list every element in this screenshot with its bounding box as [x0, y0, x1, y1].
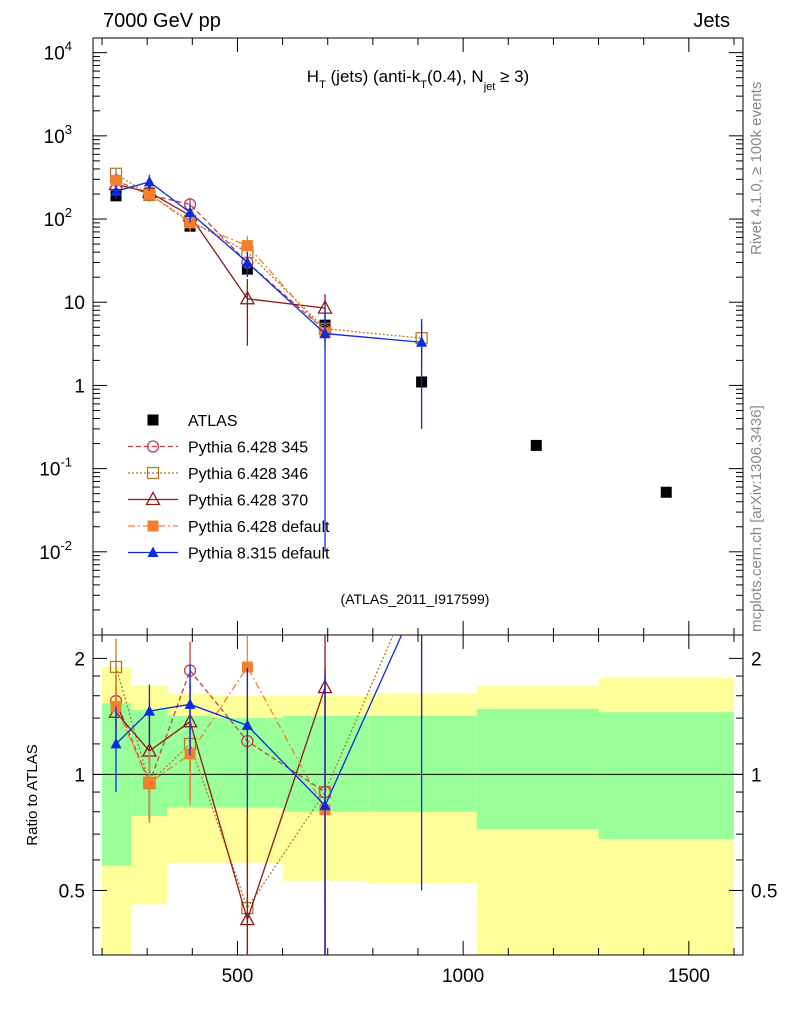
legend-label-pythia-6-428-345: Pythia 6.428 345 [188, 440, 308, 457]
legend: ATLAS Pythia 6.428 345 Pythia 6.428 346 Pyt… [128, 413, 330, 563]
legend-label-pythia-6-428-346: Pythia 6.428 346 [188, 466, 308, 483]
y-tick-label-main: 1 [74, 376, 85, 397]
point-atlas [660, 486, 672, 498]
legend-marker-pythia-8-315-default [147, 546, 159, 557]
ratio-point-pythia-8-315-default [184, 698, 196, 709]
title-jet-sub: jet [483, 81, 496, 93]
title-jets: (jets) (anti-k [326, 67, 421, 86]
legend-label-pythia-6-428-370: Pythia 6.428 370 [188, 493, 308, 510]
point-pythia-8-315-default [319, 327, 331, 339]
y-tick-label-main: 10-1 [39, 455, 72, 481]
point-pythia-6-428-default [143, 188, 155, 200]
ratio-line-pythia-6-428-default [115, 665, 326, 811]
point-pythia-8-315-default [184, 206, 196, 217]
y-tick-label-ratio-right: 1 [751, 765, 762, 786]
legend-marker-atlas [147, 414, 159, 426]
point-pythia-6-428-default [110, 175, 122, 187]
legend-marker-pythia-6-428-345 [146, 440, 160, 453]
header-right: Jets [693, 10, 730, 32]
x-tick-label: 1500 [668, 966, 710, 987]
ratio-line-pythia-8-315-default [115, 635, 403, 807]
y-tick-label-main: 102 [44, 205, 72, 231]
legend-marker-pythia-6-428-default [147, 520, 159, 532]
y-tick-label-ratio-right: 2 [751, 649, 762, 670]
y-tick-label-main: 103 [44, 122, 72, 148]
point-pythia-6-428-default [241, 240, 253, 252]
point-pythia-8-315-default [143, 175, 155, 187]
ratio-band-inner [476, 708, 599, 830]
ratio-point-pythia-6-428-default [143, 777, 155, 789]
y-tick-label-ratio: 2 [74, 649, 85, 670]
title-t-sub: T [319, 79, 326, 91]
ratio-point-pythia-8-315-default [241, 719, 253, 730]
ratio-point-pythia-8-315-default [143, 705, 155, 716]
header-left: 7000 GeV pp [103, 10, 221, 32]
chart-title: HT (jets) (anti-kT(0.4), Njet ≥ 3) [307, 67, 529, 93]
x-tick-label: 500 [222, 966, 254, 987]
y-tick-label-ratio: 0.5 [59, 881, 85, 902]
ratio-panel-series [108, 635, 423, 955]
ratio-band-inner [368, 715, 477, 812]
title-kt-sub: T [420, 79, 427, 91]
ratio-band-inner [598, 712, 734, 839]
legend-label-pythia-6-428-default: Pythia 6.428 default [188, 519, 330, 536]
point-pythia-6-428-370 [239, 290, 255, 305]
point-pythia-8-315-default [416, 336, 428, 347]
ratio-point-pythia-6-428-default [241, 661, 253, 673]
title-h: H [307, 67, 319, 86]
ratio-point-pythia-6-428-346 [109, 660, 123, 674]
series-line-pythia-6-428-345 [115, 179, 326, 331]
ratio-point-pythia-6-428-370 [239, 911, 255, 926]
y-tick-label-main: 104 [44, 39, 72, 65]
ratio-point-pythia-8-315-default [110, 737, 122, 749]
point-pythia-8-315-default [241, 256, 253, 268]
mcplots-label: mcplots.cern.ch [arXiv:1306.3436] [748, 405, 765, 632]
legend-marker-pythia-6-428-370 [145, 491, 161, 506]
main-panel-series [108, 167, 672, 552]
ratio-point-pythia-8-315-default [319, 799, 331, 811]
point-pythia-8-315-default [110, 185, 122, 196]
y-tick-label-main: 10 [64, 293, 85, 314]
series-line-pythia-6-428-370 [115, 183, 326, 309]
point-atlas [530, 439, 542, 451]
analysis-id: (ATLAS_2011_I917599) [341, 591, 490, 607]
series-line-pythia-6-428-default [115, 179, 326, 334]
x-tick-label: 1000 [442, 966, 484, 987]
legend-marker-pythia-6-428-346 [146, 466, 160, 480]
y-tick-label-ratio: 1 [74, 765, 85, 786]
legend-label-atlas: ATLAS [188, 413, 238, 430]
title-ge3: ≥ 3) [495, 67, 529, 86]
y-tick-label-main: 10-2 [39, 538, 72, 564]
rivet-label: Rivet 4.1.0, ≥ 100k events [748, 81, 765, 255]
ratio-line-pythia-6-428-346 [115, 635, 394, 910]
title-r: (0.4), N [427, 67, 484, 86]
legend-label-pythia-8-315-default: Pythia 8.315 default [188, 546, 330, 563]
y-tick-label-ratio-right: 0.5 [751, 881, 777, 902]
series-line-pythia-8-315-default [115, 181, 422, 343]
ratio-ylabel: Ratio to ATLAS [24, 744, 41, 845]
